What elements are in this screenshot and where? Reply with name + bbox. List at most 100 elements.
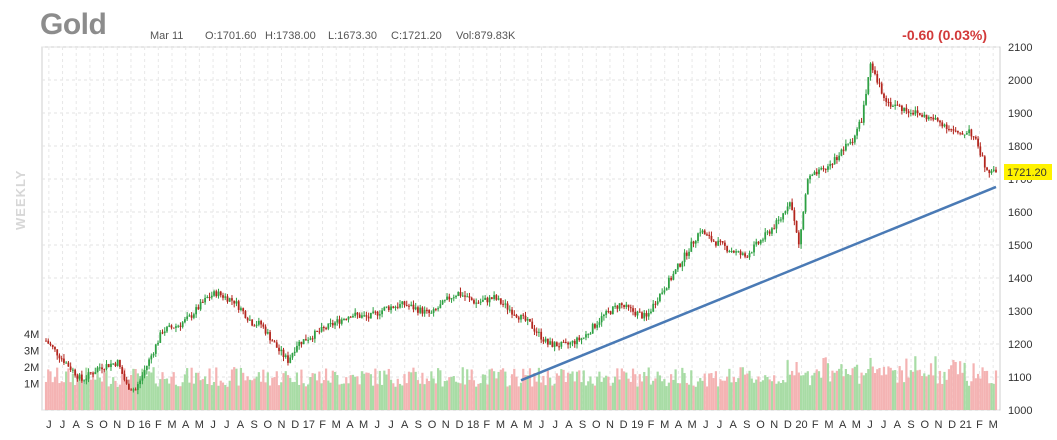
volume-bar <box>372 385 375 410</box>
candle-body <box>865 93 867 105</box>
volume-bar <box>546 370 549 410</box>
volume-bar <box>127 385 131 410</box>
volume-bar <box>882 366 886 410</box>
volume-bar <box>316 380 319 410</box>
time-tick-label: A <box>510 419 518 431</box>
candle-body <box>793 210 796 221</box>
candle-body <box>121 367 124 374</box>
candle-body <box>786 206 789 212</box>
candle-body <box>284 355 287 357</box>
volume-bar <box>145 375 148 410</box>
candle-body <box>811 174 814 176</box>
candle-body <box>538 331 540 333</box>
candle-body <box>394 306 397 308</box>
time-tick-label: F <box>976 419 983 431</box>
volume-bar <box>542 375 545 410</box>
candle-body <box>260 320 262 325</box>
candle-body <box>248 319 251 321</box>
volume-tick-label: 2M <box>24 362 39 374</box>
price-tick-label: 2000 <box>1008 75 1032 87</box>
volume-bar <box>739 367 742 410</box>
candle-body <box>748 253 751 258</box>
candle-body <box>244 311 247 319</box>
volume-bar <box>743 374 747 410</box>
candle-body <box>186 316 189 320</box>
candle-body <box>757 241 760 244</box>
volume-bar <box>504 371 507 410</box>
volume-bar <box>963 362 966 410</box>
volume-bar <box>345 377 348 410</box>
candle-body <box>912 112 914 115</box>
candle-body <box>210 295 213 298</box>
volume-bar <box>264 382 267 410</box>
candle-body <box>80 374 83 381</box>
candle-body <box>564 341 567 343</box>
volume-bar <box>593 385 597 410</box>
candle-body <box>168 325 171 327</box>
candle-body <box>896 104 899 106</box>
candle-body <box>609 311 612 315</box>
bar-date: Mar 11 <box>150 30 184 42</box>
candle-body <box>549 341 552 345</box>
volume-bar <box>647 367 650 410</box>
volume-bar <box>105 370 108 410</box>
candle-body <box>264 326 267 334</box>
volume-bar <box>605 375 608 410</box>
volume-bar <box>770 381 774 410</box>
candle-body <box>596 324 599 328</box>
volume-bar <box>322 380 325 410</box>
time-tick-label: F <box>483 419 490 431</box>
candle-body <box>282 349 285 357</box>
candle-body <box>921 114 923 117</box>
candle-body <box>708 234 711 236</box>
time-tick-label: D <box>291 419 299 431</box>
candle-body <box>627 304 630 308</box>
volume-bar <box>804 372 807 410</box>
candle-body <box>148 359 150 366</box>
candle-body <box>620 303 623 306</box>
candle-body <box>972 136 975 138</box>
candle-body <box>777 219 780 221</box>
volume-bar <box>481 374 485 410</box>
volume-bar <box>544 385 547 410</box>
volume-bar <box>564 381 567 410</box>
candle-body <box>762 239 764 241</box>
volume-bar <box>855 364 859 410</box>
volume-bar <box>163 378 166 410</box>
candle-body <box>723 242 726 246</box>
candle-body <box>661 292 664 294</box>
volume-bar <box>479 383 482 410</box>
time-tick-label: D <box>455 419 463 431</box>
candle-body <box>123 373 126 380</box>
volume-bar <box>934 356 937 410</box>
volume-bar <box>237 385 240 410</box>
volume-bar <box>540 382 543 410</box>
candle-body <box>576 337 578 345</box>
volume-bar <box>591 383 594 410</box>
candle-body <box>222 295 224 298</box>
candle-body <box>425 309 428 311</box>
volume-bar <box>154 383 157 410</box>
volume-bar <box>943 371 946 410</box>
volume-tick-label: 3M <box>24 346 39 358</box>
volume-bar <box>318 371 321 410</box>
volume-bar <box>293 381 296 410</box>
badge-background <box>1004 164 1052 181</box>
candle-body <box>614 305 617 307</box>
candle-body <box>428 310 431 313</box>
volume-bar <box>430 371 433 410</box>
volume-bar <box>419 383 422 410</box>
volume-bar <box>356 376 359 410</box>
candle-body <box>340 319 343 324</box>
candle-body <box>305 339 307 341</box>
volume-bar <box>275 371 278 410</box>
candle-body <box>136 384 139 390</box>
volume-bar <box>324 368 328 410</box>
volume-bar <box>152 367 155 410</box>
time-tick-label: N <box>113 419 121 431</box>
volume-bar <box>174 384 178 410</box>
candle-body <box>766 231 769 233</box>
candle-body <box>85 378 88 381</box>
candle-body <box>170 325 173 328</box>
time-tick-label: M <box>660 419 669 431</box>
